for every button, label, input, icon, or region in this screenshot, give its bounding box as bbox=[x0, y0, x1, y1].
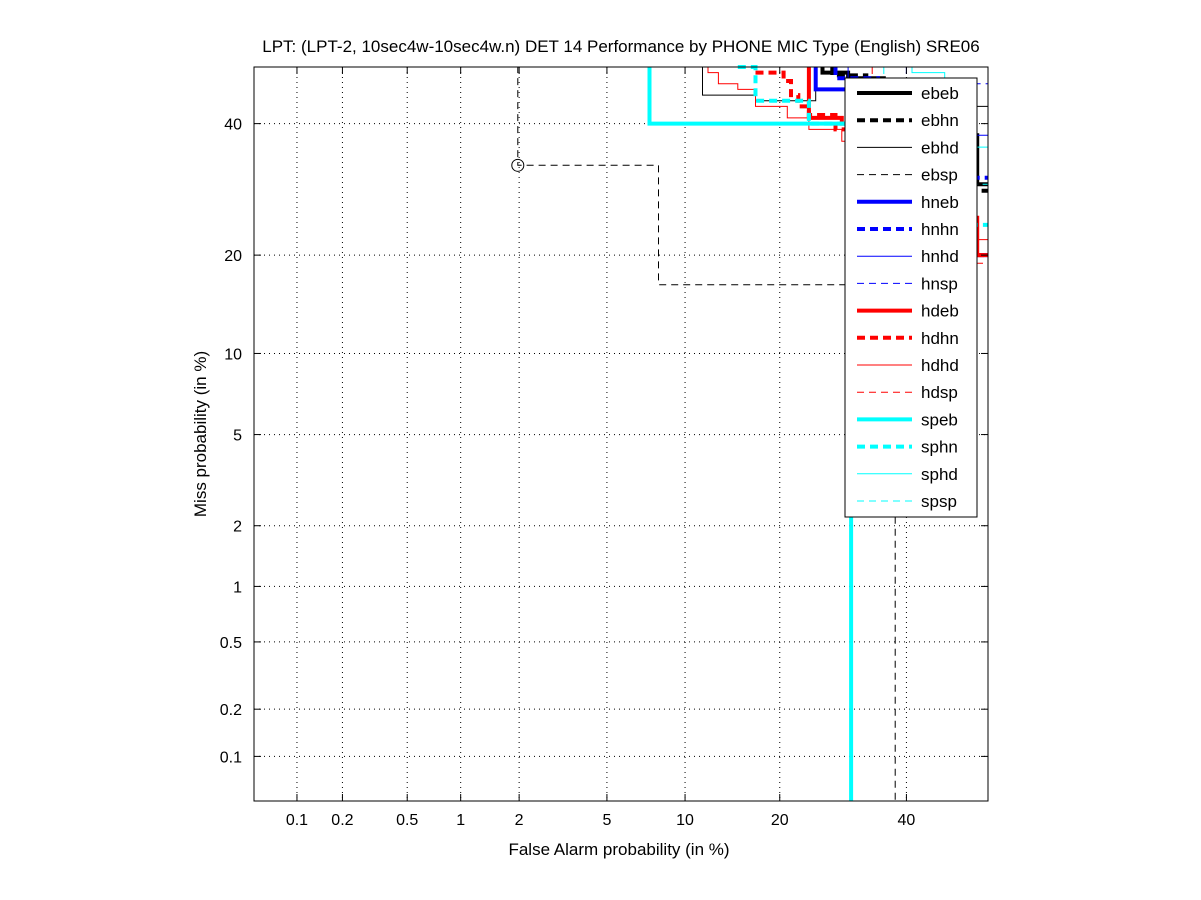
y-tick-label: 10 bbox=[224, 346, 242, 363]
legend-label-spsp: spsp bbox=[921, 492, 957, 511]
legend-label-sphn: sphn bbox=[921, 438, 958, 457]
x-tick-label: 1 bbox=[456, 812, 465, 829]
legend-label-hdsp: hdsp bbox=[921, 383, 958, 402]
axis-ticks: 0.1 0.2 0.5 1 2 5 10 20 40 0.1 0.2 0.5 1 2 5 10 20 40 bbox=[220, 67, 988, 829]
legend-label-hnhd: hnhd bbox=[921, 247, 959, 266]
legend-label-sphd: sphd bbox=[921, 465, 958, 484]
x-axis-label: False Alarm probability (in %) bbox=[508, 840, 729, 859]
legend-label-ebsp: ebsp bbox=[921, 166, 958, 185]
legend-box bbox=[844, 77, 978, 518]
legend-label-ebeb: ebeb bbox=[921, 84, 959, 103]
y-tick-label: 0.2 bbox=[220, 702, 242, 719]
y-tick-label: 1 bbox=[233, 579, 242, 596]
legend-label-hnhn: hnhn bbox=[921, 220, 959, 239]
y-tick-label: 2 bbox=[233, 519, 242, 536]
legend-label-hdeb: hdeb bbox=[921, 302, 959, 321]
plot-frame bbox=[253, 66, 989, 802]
x-tick-label: 10 bbox=[676, 812, 694, 829]
x-tick-label: 5 bbox=[602, 812, 611, 829]
legend-label-hneb: hneb bbox=[921, 193, 959, 212]
x-tick-label: 0.1 bbox=[286, 812, 308, 829]
y-axis-label: Miss probability (in %) bbox=[191, 351, 210, 517]
legend: ebeb ebhn ebhd ebsp hneb hnhn hnhd hnsp hdeb hdhn… bbox=[844, 77, 978, 518]
x-tick-label: 40 bbox=[898, 812, 916, 829]
x-tick-label: 0.5 bbox=[396, 812, 418, 829]
chart-title: LPT: (LPT-2, 10sec4w-10sec4w.n) DET 14 P… bbox=[262, 37, 979, 56]
y-tick-label: 20 bbox=[224, 248, 242, 265]
x-tick-label: 0.2 bbox=[331, 812, 353, 829]
y-tick-label: 40 bbox=[224, 117, 242, 134]
legend-label-hdhd: hdhd bbox=[921, 356, 959, 375]
min-dcf-marker-ebsp bbox=[511, 158, 525, 172]
y-tick-label: 5 bbox=[233, 428, 242, 445]
x-tick-label: 2 bbox=[515, 812, 524, 829]
y-tick-label: 0.1 bbox=[220, 749, 242, 766]
legend-label-speb: speb bbox=[921, 410, 958, 429]
x-tick-label: 20 bbox=[771, 812, 789, 829]
legend-label-ebhn: ebhn bbox=[921, 111, 959, 130]
legend-label-ebhd: ebhd bbox=[921, 138, 959, 157]
y-tick-label: 0.5 bbox=[220, 635, 242, 652]
legend-label-hdhn: hdhn bbox=[921, 329, 959, 348]
legend-label-hnsp: hnsp bbox=[921, 274, 958, 293]
